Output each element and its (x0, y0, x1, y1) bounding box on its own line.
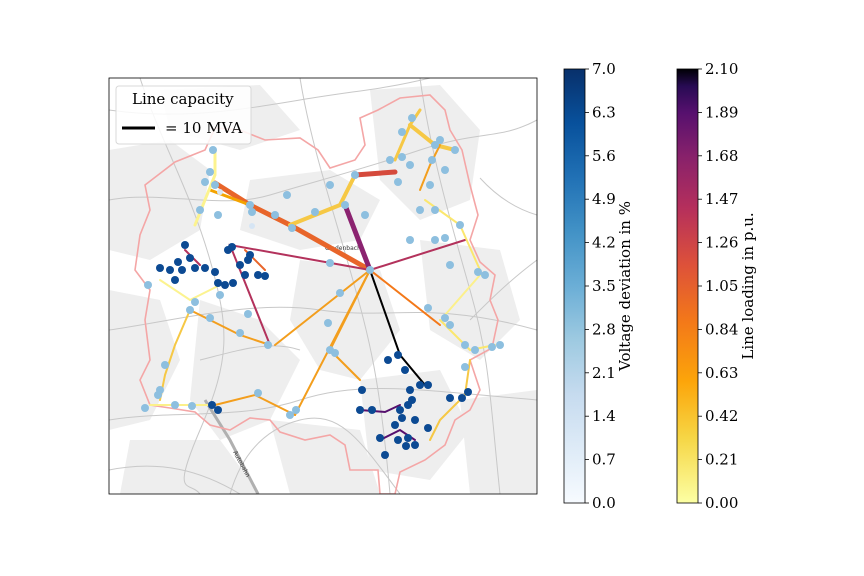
loading-tick-label: 1.89 (705, 103, 738, 121)
loading-tick-label: 0.00 (705, 494, 738, 512)
voltage-tick-label: 5.6 (592, 147, 616, 165)
loading-colorbar: 0.00 0.21 0.42 0.63 0.84 1.05 1.26 1.47 1.68 1.89… (676, 60, 757, 512)
voltage-tick-label: 2.8 (592, 320, 616, 338)
loading-tick-label: 0.42 (705, 407, 738, 425)
loading-tick-label: 0.21 (705, 451, 738, 469)
loading-tick-label: 1.05 (705, 277, 738, 295)
voltage-colorbar-label: Voltage deviation in % (616, 201, 634, 372)
voltage-tick-label: 2.1 (592, 364, 616, 382)
voltage-tick-label: 4.9 (592, 190, 616, 208)
map-panel[interactable]: Autobahn Gladenbach (108, 77, 538, 495)
line-capacity-legend: Line capacity = 10 MVA (115, 85, 252, 145)
loading-tick-label: 1.47 (705, 190, 738, 208)
grid-nodes (141, 114, 504, 459)
voltage-tick-label: 4.2 (592, 234, 616, 252)
voltage-tick-label: 1.4 (592, 407, 616, 425)
loading-tick-group: 0.00 0.21 0.42 0.63 0.84 1.05 1.26 1.47 1.68 1.89… (698, 60, 738, 512)
legend-entry: = 10 MVA (165, 119, 242, 137)
legend-title: Line capacity (132, 90, 234, 108)
loading-tick-label: 0.63 (705, 364, 738, 382)
voltage-tick-label: 0.0 (592, 494, 616, 512)
loading-colorbar-label: Line loading in p.u. (739, 212, 757, 359)
voltage-tick-label: 7.0 (592, 60, 616, 78)
loading-colorbar-gradient (676, 68, 699, 504)
voltage-colorbar-gradient (563, 68, 586, 504)
voltage-tick-label: 6.3 (592, 103, 616, 121)
map-border (108, 77, 538, 495)
voltage-colorbar: 0.0 0.7 1.4 2.1 2.8 3.5 4.2 4.9 5.6 6.3 7.0 Voltag… (563, 60, 634, 512)
loading-tick-label: 1.26 (705, 234, 738, 252)
loading-tick-label: 2.10 (705, 60, 738, 78)
town-label: Gladenbach (325, 245, 361, 252)
voltage-tick-label: 3.5 (592, 277, 616, 295)
loading-tick-label: 0.84 (705, 320, 738, 338)
voltage-tick-label: 0.7 (592, 451, 616, 469)
loading-tick-label: 1.68 (705, 147, 738, 165)
voltage-tick-group: 0.0 0.7 1.4 2.1 2.8 3.5 4.2 4.9 5.6 6.3 7.0 (585, 60, 616, 512)
